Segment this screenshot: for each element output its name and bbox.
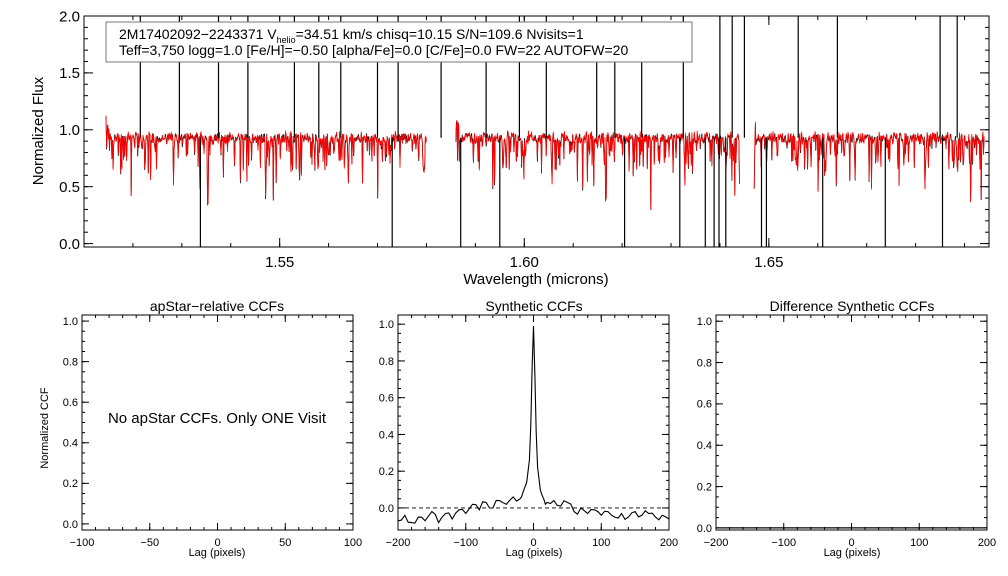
spectrum-y-tick-label: 0.5 — [59, 179, 80, 196]
spectrum-model-segment — [753, 121, 985, 203]
synthetic-ccf-x-axis-label: Lag (pixels) — [506, 547, 563, 559]
difference-ccf-axes-frame — [715, 314, 988, 531]
apstar-ccf-message: No apStar CCFs. Only ONE Visit — [108, 410, 327, 427]
spectrum-model-segment — [105, 115, 427, 206]
synthetic-ccf-x-tick-label: 200 — [660, 537, 678, 549]
spectrum-info-line-1: 2M17402092−2243371 Vhelio=34.51 km/s chi… — [119, 26, 584, 45]
difference-ccf-x-tick-label: 0 — [848, 537, 854, 549]
difference-ccf-y-tick-label: 0.4 — [697, 440, 712, 452]
apstar-ccf-x-tick-label: −50 — [140, 537, 159, 549]
synthetic-ccf-y-tick-label: 0.6 — [379, 393, 394, 405]
difference-ccf-x-tick-label: 200 — [978, 537, 996, 549]
difference-ccf-x-tick-label: 100 — [910, 537, 928, 549]
apstar-ccf-y-tick-label: 0.4 — [63, 438, 78, 450]
synthetic-ccf-x-tick-label: −100 — [453, 537, 478, 549]
synthetic-ccf-panel: Synthetic CCFs −200 −100 0 100 200 0.0 0.2 0.4 0… — [379, 298, 678, 559]
difference-ccf-x-tick-label: −200 — [704, 537, 729, 549]
difference-ccf-ticks: −200 −100 0 100 200 0.0 0.2 0.4 0.6 0.8 1.0 — [697, 315, 996, 549]
apstar-ccf-y-tick-label: 0.6 — [63, 397, 78, 409]
synthetic-ccf-line — [397, 325, 670, 524]
synthetic-ccf-y-tick-label: 0.2 — [379, 466, 394, 478]
difference-ccf-y-tick-label: 1.0 — [697, 316, 712, 328]
difference-ccf-x-tick-label: −100 — [771, 537, 796, 549]
synthetic-ccf-axes-frame — [397, 314, 670, 531]
apstar-ccf-y-axis-label: Normalized CCF — [39, 387, 51, 469]
synthetic-ccf-x-tick-label: 100 — [592, 537, 610, 549]
spectrum-axes-frame — [83, 15, 990, 248]
spectrum-y-axis-label: Normalized Flux — [30, 76, 47, 185]
synthetic-ccf-plot-area — [397, 325, 670, 524]
synthetic-ccf-x-tick-label: 0 — [530, 537, 536, 549]
spectrum-y-tick-label: 1.0 — [59, 122, 80, 139]
difference-ccf-x-axis-label: Lag (pixels) — [824, 547, 881, 559]
spectrum-y-tick-label: 2.0 — [59, 8, 80, 25]
apstar-ccf-x-tick-label: 50 — [279, 537, 291, 549]
synthetic-ccf-y-tick-label: 0.0 — [379, 503, 394, 515]
spectrum-model-segment — [455, 120, 740, 211]
apstar-ccf-y-tick-label: 0.2 — [63, 478, 78, 490]
spectrum-x-tick-label: 1.55 — [265, 254, 294, 271]
spectrum-info-line-2: Teff=3,750 logg=1.0 [Fe/H]=−0.50 [alpha/… — [119, 42, 628, 58]
apstar-ccf-y-tick-label: 1.0 — [63, 316, 78, 328]
spectrum-info-box — [105, 21, 693, 63]
difference-ccf-y-tick-label: 0.6 — [697, 399, 712, 411]
difference-ccf-y-tick-label: 0.8 — [697, 357, 712, 369]
spectrum-y-tick-label: 0.0 — [59, 236, 80, 253]
apstar-ccf-panel: apStar−relative CCFs −100 −50 0 50 100 0.0 0.2… — [39, 298, 362, 559]
apstar-ccf-y-tick-label: 0.8 — [63, 357, 78, 369]
synthetic-ccf-ticks: −200 −100 0 100 200 0.0 0.2 0.4 0.6 0.8 1.0 — [379, 315, 678, 549]
apstar-ccf-x-tick-label: −100 — [70, 537, 95, 549]
difference-ccf-y-tick-label: 0.0 — [697, 523, 712, 535]
spectrum-x-axis-label: Wavelength (microns) — [463, 271, 608, 288]
spectrum-x-tick-label: 1.60 — [510, 254, 539, 271]
apstar-ccf-x-tick-label: 0 — [214, 537, 220, 549]
difference-ccf-panel: Difference Synthetic CCFs −200 −100 0 100 20… — [697, 298, 996, 559]
synthetic-ccf-y-tick-label: 0.8 — [379, 356, 394, 368]
apstar-ccf-x-tick-label: 100 — [344, 537, 362, 549]
spectrum-ticks: 1.55 1.60 1.65 0.0 0.5 1.0 1.5 2.0 — [59, 8, 989, 271]
difference-ccf-y-tick-label: 0.2 — [697, 481, 712, 493]
synthetic-ccf-x-tick-label: −200 — [386, 537, 411, 549]
difference-ccf-title: Difference Synthetic CCFs — [770, 298, 935, 314]
spectrum-panel: 1.55 1.60 1.65 0.0 0.5 1.0 1.5 2.0 Wavelength (… — [30, 8, 990, 288]
apstar-ccf-ticks: −100 −50 0 50 100 0.0 0.2 0.4 0.6 0.8 1.0 — [63, 315, 362, 549]
apstar-ccf-title: apStar−relative CCFs — [150, 298, 284, 314]
apstar-ccf-y-tick-label: 0.0 — [63, 519, 78, 531]
spectrum-y-tick-label: 1.5 — [59, 65, 80, 82]
apstar-ccf-x-axis-label: Lag (pixels) — [189, 547, 246, 559]
synthetic-ccf-title: Synthetic CCFs — [485, 298, 582, 314]
synthetic-ccf-y-tick-label: 1.0 — [379, 319, 394, 331]
spectrum-x-tick-label: 1.65 — [754, 254, 783, 271]
synthetic-ccf-y-tick-label: 0.4 — [379, 429, 394, 441]
